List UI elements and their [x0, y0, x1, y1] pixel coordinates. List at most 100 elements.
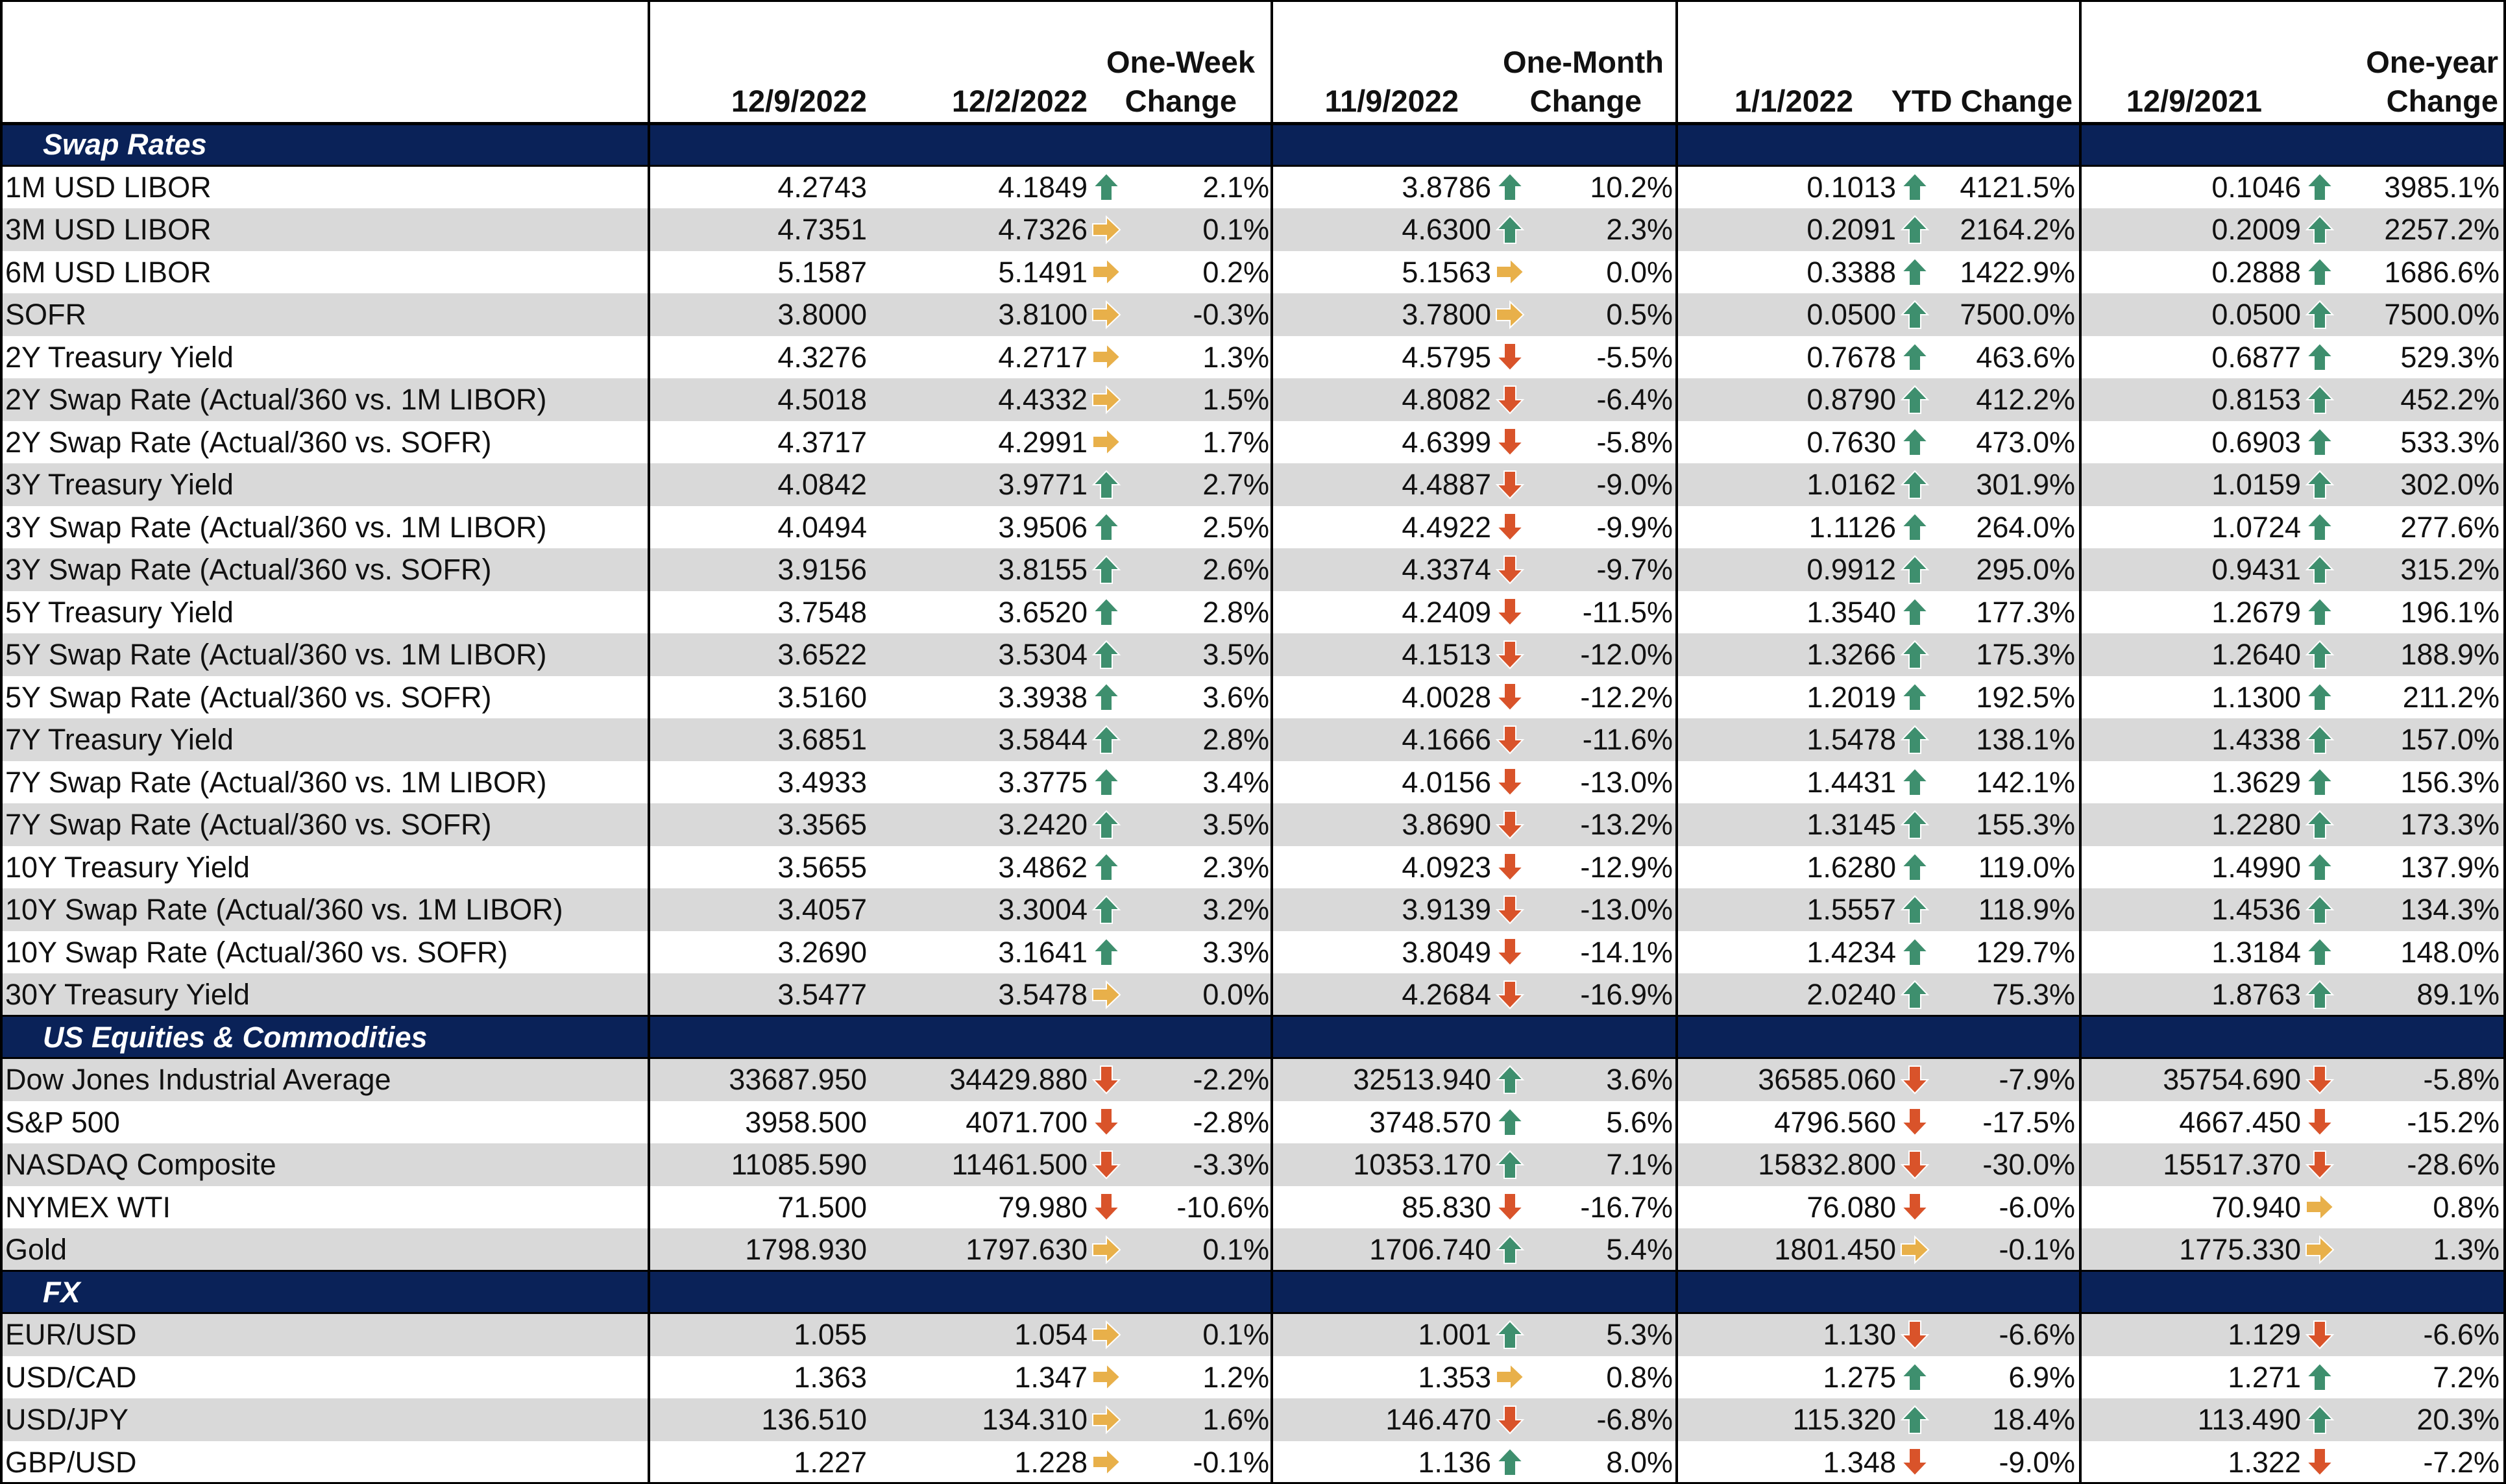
- column-divider: [648, 0, 650, 1483]
- value-cell: 134.3%: [2400, 893, 2500, 927]
- value-cell: 3.5%: [1202, 808, 1269, 842]
- value-cell: 3.2%: [1202, 893, 1269, 927]
- value-cell: 3.4862: [998, 850, 1088, 884]
- down-arrow-icon: [1491, 506, 1529, 549]
- down-arrow-icon: [1491, 931, 1529, 974]
- table-row: [0, 1356, 2506, 1398]
- up-arrow-icon: [2301, 973, 2339, 1016]
- value-cell: 1.7%: [1202, 425, 1269, 459]
- down-arrow-icon: [1491, 1398, 1529, 1441]
- value-cell: 4.3717: [777, 425, 867, 459]
- value-cell: 0.7630: [1807, 425, 1896, 459]
- value-cell: 463.6%: [1976, 340, 2075, 374]
- value-cell: 4.2409: [1402, 595, 1491, 629]
- header-ytd-change: YTD Change: [1891, 83, 2073, 118]
- value-cell: 3985.1%: [2384, 170, 2500, 204]
- value-cell: 4.4887: [1402, 468, 1491, 502]
- value-cell: 2.3%: [1202, 850, 1269, 884]
- value-cell: 70.940: [2211, 1190, 2301, 1224]
- row-label: SOFR: [5, 298, 87, 332]
- right-arrow-icon: [1088, 1356, 1125, 1399]
- row-divider: [0, 164, 2506, 167]
- value-cell: -13.2%: [1580, 808, 1673, 842]
- value-cell: -6.8%: [1596, 1403, 1673, 1437]
- down-arrow-icon: [1896, 1058, 1934, 1101]
- value-cell: 2164.2%: [1960, 213, 2075, 247]
- value-cell: 11085.590: [731, 1148, 867, 1182]
- right-arrow-icon: [1088, 293, 1125, 336]
- value-cell: 173.3%: [2400, 808, 2500, 842]
- value-cell: 4.7326: [998, 213, 1088, 247]
- up-arrow-icon: [1088, 676, 1125, 719]
- row-label: 30Y Treasury Yield: [5, 978, 250, 1012]
- header-date-12-2-2022: 12/2/2022: [951, 83, 1088, 118]
- up-arrow-icon: [1088, 591, 1125, 634]
- right-arrow-icon: [2301, 1228, 2339, 1271]
- value-cell: 3.8049: [1402, 935, 1491, 969]
- value-cell: 1.3%: [2433, 1233, 2500, 1267]
- value-cell: 1.6%: [1202, 1403, 1269, 1437]
- value-cell: 1.2280: [2211, 808, 2301, 842]
- value-cell: 4.2684: [1402, 978, 1491, 1012]
- value-cell: 301.9%: [1976, 468, 2075, 502]
- value-cell: 113.490: [2197, 1403, 2301, 1437]
- value-cell: 1.3540: [1807, 595, 1896, 629]
- up-arrow-icon: [1491, 1313, 1529, 1356]
- down-arrow-icon: [1491, 591, 1529, 634]
- up-arrow-icon: [1896, 336, 1934, 379]
- value-cell: 36585.060: [1758, 1063, 1896, 1097]
- value-cell: 3.1641: [998, 935, 1088, 969]
- up-arrow-icon: [1491, 166, 1529, 209]
- down-arrow-icon: [1491, 761, 1529, 804]
- up-arrow-icon: [2301, 591, 2339, 634]
- up-arrow-icon: [1896, 973, 1934, 1016]
- right-arrow-icon: [1088, 1441, 1125, 1484]
- up-arrow-icon: [2301, 718, 2339, 761]
- up-arrow-icon: [1896, 846, 1934, 889]
- value-cell: 1801.450: [1774, 1233, 1896, 1267]
- down-arrow-icon: [2301, 1441, 2339, 1484]
- down-arrow-icon: [1491, 463, 1529, 506]
- right-arrow-icon: [1088, 251, 1125, 294]
- value-cell: 1.130: [1823, 1318, 1896, 1352]
- value-cell: 1.271: [2228, 1360, 2301, 1394]
- value-cell: 0.3388: [1807, 255, 1896, 289]
- up-arrow-icon: [1088, 548, 1125, 591]
- value-cell: 2.5%: [1202, 510, 1269, 544]
- down-arrow-icon: [1491, 633, 1529, 676]
- row-label: 2Y Treasury Yield: [5, 340, 234, 374]
- header-one-year-line1: One-year: [2366, 44, 2498, 79]
- table-row: [0, 293, 2506, 336]
- up-arrow-icon: [1088, 846, 1125, 889]
- value-cell: 3.3775: [998, 765, 1088, 799]
- value-cell: 18.4%: [1992, 1403, 2075, 1437]
- value-cell: 2.7%: [1202, 468, 1269, 502]
- value-cell: 1.055: [794, 1318, 867, 1352]
- column-divider: [0, 0, 3, 1483]
- up-arrow-icon: [1088, 166, 1125, 209]
- value-cell: 8.0%: [1606, 1445, 1673, 1479]
- value-cell: 148.0%: [2400, 935, 2500, 969]
- value-cell: 1.228: [1014, 1445, 1088, 1479]
- down-arrow-icon: [1896, 1143, 1934, 1186]
- down-arrow-icon: [1491, 973, 1529, 1016]
- up-arrow-icon: [2301, 421, 2339, 464]
- down-arrow-icon: [1896, 1186, 1934, 1229]
- up-arrow-icon: [1896, 378, 1934, 421]
- up-arrow-icon: [2301, 676, 2339, 719]
- value-cell: 2.6%: [1202, 553, 1269, 587]
- value-cell: -11.6%: [1582, 723, 1673, 757]
- value-cell: 1.0159: [2211, 468, 2301, 502]
- table-row: [0, 590, 2506, 633]
- value-cell: -14.1%: [1580, 935, 1673, 969]
- value-cell: -16.7%: [1580, 1190, 1673, 1224]
- value-cell: 6.9%: [2008, 1360, 2075, 1394]
- table-row: [0, 1313, 2506, 1356]
- value-cell: 211.2%: [2402, 680, 2500, 714]
- value-cell: 0.6877: [2211, 340, 2301, 374]
- down-arrow-icon: [1491, 336, 1529, 379]
- right-arrow-icon: [1088, 336, 1125, 379]
- up-arrow-icon: [1491, 1058, 1529, 1101]
- value-cell: 3.5478: [998, 978, 1088, 1012]
- right-arrow-icon: [1088, 208, 1125, 251]
